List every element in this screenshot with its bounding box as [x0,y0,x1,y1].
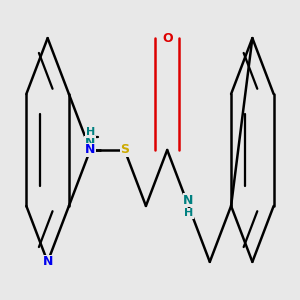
Text: H: H [85,127,95,137]
Text: N: N [85,136,95,149]
Text: N: N [85,143,95,157]
Text: N: N [183,194,194,207]
Text: O: O [162,32,172,45]
Text: S: S [120,143,129,157]
Text: N: N [42,255,53,268]
Text: H: H [184,208,193,218]
